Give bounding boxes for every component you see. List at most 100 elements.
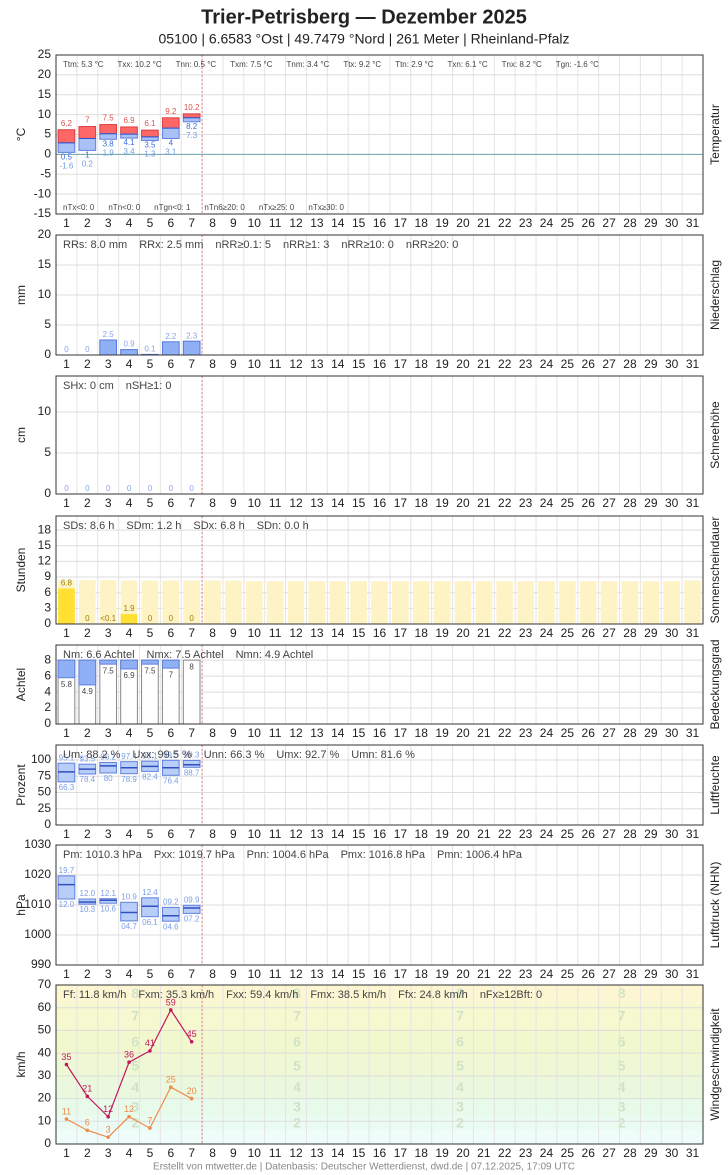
x-tick-label: 26 [582, 726, 596, 740]
x-tick-label: 15 [352, 726, 366, 740]
statistic: Txm: 7.5 °C [230, 60, 273, 69]
x-tick-label: 3 [105, 626, 112, 640]
y-axis-label: Prozent [14, 764, 28, 806]
value-label: 7.5 [144, 666, 156, 675]
wind-point [85, 1094, 90, 1099]
possible-sunshine-bar [308, 581, 326, 624]
beaufort-label: 2 [456, 1114, 464, 1130]
value-label: 4.1 [123, 138, 135, 147]
x-tick-label: 7 [188, 967, 195, 981]
cloud-bar [99, 659, 118, 665]
cloud-bar [161, 659, 180, 669]
x-tick-label: 23 [519, 967, 533, 981]
x-tick-label: 15 [352, 967, 366, 981]
statistic: Tnn: 0.5 °C [176, 60, 217, 69]
statistic: Pmn: 1006.4 hPa [437, 849, 523, 861]
y-tick-label: 12 [38, 554, 52, 568]
value-label: 0 [169, 484, 174, 493]
value-label: 12.0 [80, 889, 96, 898]
y-axis-label: mm [14, 285, 28, 305]
y-tick-label: 15 [38, 87, 52, 101]
x-tick-label: 22 [498, 827, 512, 841]
wind-point [148, 1049, 152, 1053]
y-tick-label: 15 [38, 538, 52, 552]
x-tick-label: 23 [519, 827, 533, 841]
y-tick-label: 1030 [24, 837, 51, 851]
x-tick-label: 17 [394, 496, 408, 510]
y-tick-label: 10 [38, 107, 52, 121]
x-tick-label: 28 [623, 496, 637, 510]
x-tick-label: 18 [415, 626, 429, 640]
statistic: Fxm: 35.3 km/h [138, 989, 214, 1001]
x-tick-label: 27 [602, 726, 616, 740]
statistic: nRR≥1: 3 [283, 239, 329, 251]
x-tick-label: 10 [248, 827, 262, 841]
x-tick-label: 22 [498, 496, 512, 510]
beaufort-label: 5 [456, 1057, 464, 1073]
x-tick-label: 5 [147, 726, 154, 740]
value-label: 2.2 [165, 332, 177, 341]
beaufort-label: 5 [131, 1057, 139, 1073]
wind-point [64, 1062, 69, 1067]
y-tick-label: 0 [44, 347, 51, 361]
x-tick-label: 30 [665, 496, 679, 510]
x-tick-label: 12 [289, 967, 303, 981]
x-tick-label: 10 [248, 967, 262, 981]
possible-sunshine-bar [287, 581, 305, 624]
value-label: 99.3 [184, 751, 200, 760]
value-label: 0 [85, 345, 90, 354]
value-label: 99.5 [163, 750, 179, 759]
beaufort-band [56, 1055, 703, 1079]
statistic: Ttx: 9.2 °C [343, 60, 381, 69]
y-tick-label: 10 [38, 1113, 52, 1127]
y-tick-label: 4 [44, 684, 51, 698]
value-label: 82.4 [142, 773, 158, 782]
value-label: 20 [187, 1086, 197, 1096]
value-label: 0 [106, 484, 111, 493]
x-tick-label: 15 [352, 1146, 366, 1160]
x-tick-label: 16 [373, 216, 387, 230]
page-title: Trier-Petrisberg — Dezember 2025 [201, 6, 527, 28]
cloud-frame [120, 659, 138, 725]
x-tick-label: 2 [84, 827, 91, 841]
x-tick-label: 9 [230, 216, 237, 230]
x-tick-label: 8 [209, 357, 216, 371]
x-tick-label: 1 [63, 967, 70, 981]
x-tick-label: 1 [63, 726, 70, 740]
x-tick-label: 21 [477, 726, 491, 740]
x-tick-label: 10 [248, 496, 262, 510]
beaufort-label: 8 [456, 985, 464, 1001]
temp-bar-upper [182, 113, 201, 119]
y-tick-label: 30 [38, 1068, 52, 1082]
x-tick-label: 28 [623, 216, 637, 230]
beaufort-band [56, 1116, 703, 1131]
x-tick-label: 26 [582, 967, 596, 981]
possible-sunshine-bar [412, 581, 430, 624]
x-tick-label: 4 [126, 216, 133, 230]
y-axis-label: km/h [14, 1051, 28, 1077]
y-tick-label: 70 [38, 977, 52, 991]
panel-title: Windgeschwindigkeit [708, 1008, 722, 1121]
value-label: 2.3 [186, 331, 198, 340]
y-tick-label: 0 [44, 147, 51, 161]
value-label: 6.9 [123, 671, 135, 680]
beaufort-label: 2 [131, 1114, 139, 1130]
statistic: Pm: 1010.3 hPa [63, 849, 143, 861]
x-tick-label: 13 [310, 1146, 324, 1160]
sunshine-bar [120, 614, 138, 624]
statistic: nSH≥1: 0 [126, 380, 172, 392]
x-tick-label: 20 [456, 357, 470, 371]
wind-point [127, 1060, 131, 1065]
x-tick-label: 28 [623, 626, 637, 640]
statistic: SDn: 0.0 h [257, 520, 309, 532]
value-label: 10.9 [121, 892, 137, 901]
statistic: SHx: 0 cm [63, 380, 114, 392]
x-tick-label: 22 [498, 726, 512, 740]
value-label: 06.1 [142, 918, 158, 927]
x-tick-label: 21 [477, 1146, 491, 1160]
panel-title: Luftfeuchte [708, 755, 722, 815]
bar [99, 339, 118, 356]
beaufort-label: 8 [618, 985, 626, 1001]
statistic: nRR≥0.1: 5 [215, 239, 271, 251]
possible-sunshine-bar [329, 581, 347, 624]
